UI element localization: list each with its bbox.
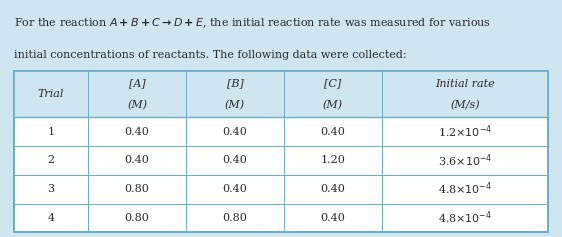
Text: [A]: [A] <box>129 78 146 89</box>
Text: 0.80: 0.80 <box>223 213 247 223</box>
Text: 1: 1 <box>48 127 55 137</box>
Text: 4.8$\times$$10^{-4}$: 4.8$\times$$10^{-4}$ <box>438 181 492 197</box>
Text: Initial rate: Initial rate <box>435 78 495 89</box>
Text: 4: 4 <box>48 213 55 223</box>
Text: 3.6$\times$$10^{-4}$: 3.6$\times$$10^{-4}$ <box>438 152 492 169</box>
Text: 4.8$\times$$10^{-4}$: 4.8$\times$$10^{-4}$ <box>438 210 492 226</box>
Text: initial concentrations of reactants. The following data were collected:: initial concentrations of reactants. The… <box>14 50 407 60</box>
Text: 1.2$\times$$10^{-4}$: 1.2$\times$$10^{-4}$ <box>438 123 492 140</box>
Text: 0.40: 0.40 <box>320 127 345 137</box>
Bar <box>14 71 548 232</box>
Text: For the reaction $\bf{\mathit{A}}+\bf{\mathit{B}}+\bf{\mathit{C}}\rightarrow\bf{: For the reaction $\bf{\mathit{A}}+\bf{\m… <box>14 17 491 30</box>
Text: 0.40: 0.40 <box>223 184 247 194</box>
Text: (M/s): (M/s) <box>450 100 480 110</box>
Bar <box>14 71 548 232</box>
Text: 0.40: 0.40 <box>125 127 149 137</box>
Text: (M): (M) <box>127 100 147 110</box>
Text: 0.80: 0.80 <box>125 213 149 223</box>
Text: 0.40: 0.40 <box>223 127 247 137</box>
Text: 0.80: 0.80 <box>125 184 149 194</box>
Text: (M): (M) <box>323 100 343 110</box>
Text: 2: 2 <box>48 155 55 165</box>
Text: (M): (M) <box>225 100 245 110</box>
Text: 3: 3 <box>48 184 55 194</box>
Text: [B]: [B] <box>226 78 243 89</box>
Text: [C]: [C] <box>324 78 342 89</box>
Text: 0.40: 0.40 <box>320 213 345 223</box>
Text: 0.40: 0.40 <box>125 155 149 165</box>
Text: Trial: Trial <box>38 89 64 99</box>
Text: 0.40: 0.40 <box>223 155 247 165</box>
Text: 1.20: 1.20 <box>320 155 345 165</box>
Bar <box>14 71 548 117</box>
Text: 0.40: 0.40 <box>320 184 345 194</box>
